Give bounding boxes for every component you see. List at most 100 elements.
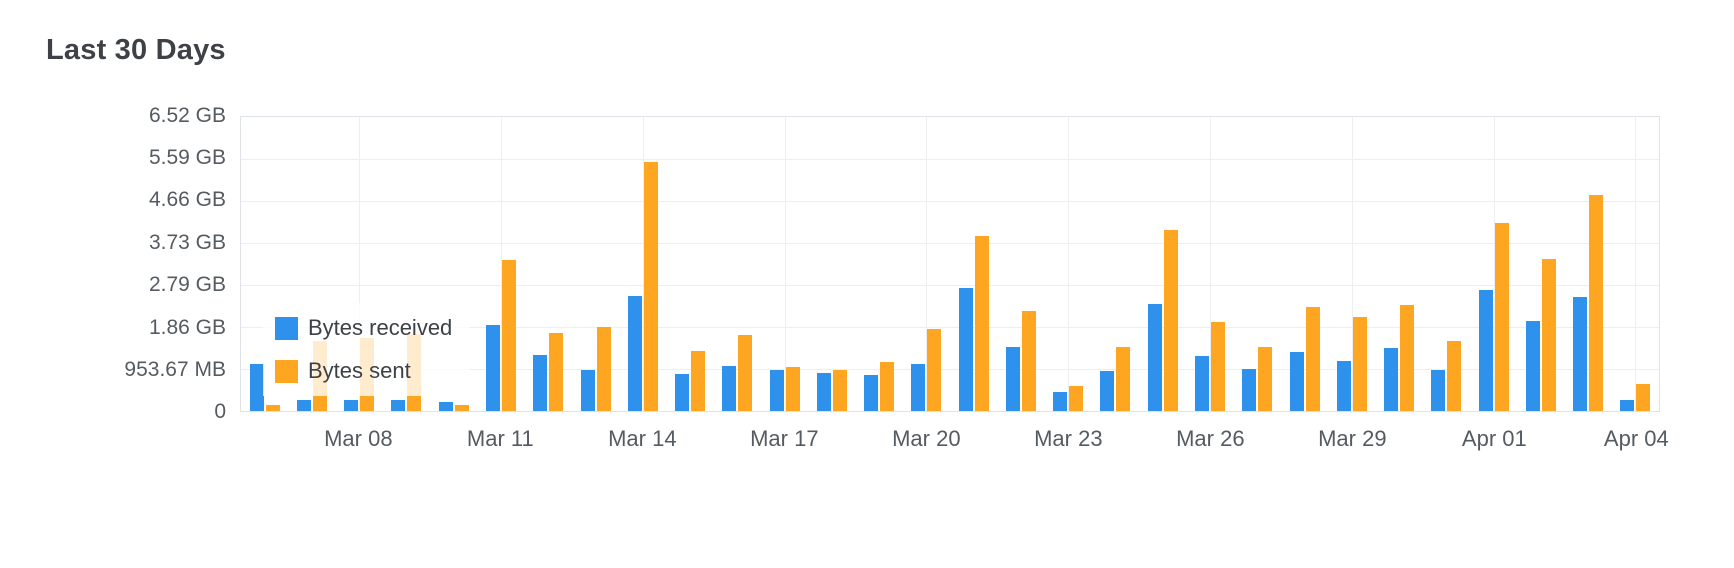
bar-group-mar-29 bbox=[1336, 117, 1367, 411]
bytes-received-swatch-icon bbox=[275, 316, 298, 340]
bar-bytes-sent bbox=[643, 162, 658, 411]
bar-bytes-sent bbox=[501, 259, 516, 411]
legend-label-bytes-sent: Bytes sent bbox=[308, 358, 411, 383]
bar-group-mar-17 bbox=[769, 117, 800, 411]
bar-group-apr-01 bbox=[1478, 117, 1509, 411]
x-axis-tick-label: Apr 04 bbox=[1603, 426, 1669, 451]
bar-bytes-sent bbox=[785, 367, 800, 411]
bar-bytes-sent bbox=[1447, 341, 1462, 411]
x-gridline bbox=[926, 117, 928, 411]
bar-group-mar-11 bbox=[485, 117, 516, 411]
x-axis-tick-label: Mar 26 bbox=[1176, 426, 1245, 451]
bar-bytes-received bbox=[438, 402, 453, 411]
bar-bytes-received bbox=[1100, 371, 1115, 411]
legend-item-bytes-received[interactable]: Bytes received bbox=[275, 315, 452, 341]
bar-group-mar-26 bbox=[1194, 117, 1225, 411]
bar-group-mar-19 bbox=[864, 117, 895, 411]
bar-bytes-sent bbox=[1589, 195, 1604, 411]
bar-bytes-sent bbox=[1636, 383, 1651, 411]
y-axis-tick-label: 6.52 GB bbox=[148, 104, 226, 127]
bar-bytes-sent bbox=[1541, 258, 1556, 411]
bar-bytes-sent bbox=[1400, 305, 1415, 411]
bar-bytes-received bbox=[1289, 352, 1304, 411]
bar-bytes-received bbox=[249, 363, 264, 411]
bar-bytes-received bbox=[675, 373, 690, 411]
bar-bytes-sent bbox=[1021, 310, 1036, 411]
y-axis-tick-label: 5.59 GB bbox=[148, 146, 226, 170]
y-gridline bbox=[241, 327, 1659, 329]
x-axis-tick-label: Mar 17 bbox=[750, 426, 819, 451]
bar-bytes-sent bbox=[265, 405, 280, 411]
y-axis-tick-label: 953.67 MB bbox=[124, 357, 226, 381]
bar-group-mar-12 bbox=[533, 117, 564, 411]
bar-bytes-received bbox=[1242, 369, 1257, 411]
y-gridline bbox=[241, 242, 1659, 244]
bar-group-mar-23 bbox=[1053, 117, 1084, 411]
bar-bytes-sent bbox=[1163, 229, 1178, 411]
bar-bytes-received bbox=[816, 373, 831, 411]
x-axis-tick-label: Mar 08 bbox=[324, 426, 393, 451]
y-axis-tick-label: 4.66 GB bbox=[148, 188, 226, 212]
bar-bytes-sent bbox=[1116, 346, 1131, 411]
bar-bytes-received bbox=[958, 287, 973, 411]
bar-bytes-sent bbox=[1305, 307, 1320, 411]
bar-bytes-sent bbox=[454, 404, 469, 411]
bar-group-apr-03 bbox=[1573, 117, 1604, 411]
chart-title: Last 30 Days bbox=[46, 34, 226, 66]
bar-group-apr-02 bbox=[1525, 117, 1556, 411]
bar-bytes-received bbox=[1431, 369, 1446, 411]
x-axis-tick-label: Mar 14 bbox=[608, 426, 677, 451]
x-axis-tick-label: Mar 20 bbox=[892, 426, 961, 451]
bar-bytes-received bbox=[580, 369, 595, 411]
bar-bytes-received bbox=[1478, 290, 1493, 411]
x-axis: Mar 08 Mar 11 Mar 14 Mar 17 Mar 20 Mar 23 Mar … bbox=[240, 426, 1669, 458]
x-gridline bbox=[1635, 117, 1637, 411]
x-gridline bbox=[642, 117, 644, 411]
bar-bytes-sent bbox=[1210, 322, 1225, 411]
x-axis-tick-label: Mar 23 bbox=[1034, 426, 1103, 451]
bar-bytes-received bbox=[722, 365, 737, 411]
bar-group-mar-10 bbox=[438, 117, 469, 411]
bar-bytes-sent bbox=[927, 328, 942, 411]
x-axis-tick-label: Mar 29 bbox=[1318, 426, 1387, 451]
y-axis-tick-label: 2.79 GB bbox=[148, 273, 226, 297]
bar-bytes-received bbox=[391, 400, 406, 411]
bar-bytes-received bbox=[864, 374, 879, 411]
plot-area: Bytes received Bytes sent bbox=[240, 116, 1660, 412]
bar-group-mar-27 bbox=[1242, 117, 1273, 411]
bar-bytes-sent bbox=[974, 236, 989, 411]
x-gridline bbox=[784, 117, 786, 411]
bar-bytes-received bbox=[485, 325, 500, 411]
bar-bytes-received bbox=[296, 400, 311, 411]
bar-bytes-received bbox=[344, 399, 359, 411]
x-gridline bbox=[359, 117, 361, 411]
bar-group-mar-21 bbox=[958, 117, 989, 411]
x-gridline bbox=[1068, 117, 1070, 411]
bar-bytes-received bbox=[1620, 399, 1635, 411]
x-gridline bbox=[1493, 117, 1495, 411]
x-axis-tick-label: Apr 01 bbox=[1461, 426, 1527, 451]
bar-bytes-sent bbox=[880, 362, 895, 411]
bar-group-mar-13 bbox=[580, 117, 611, 411]
bar-bytes-sent bbox=[738, 335, 753, 411]
bar-bytes-sent bbox=[549, 333, 564, 411]
legend-label-bytes-received: Bytes received bbox=[308, 315, 453, 340]
bar-bytes-received bbox=[1005, 346, 1020, 411]
bar-bytes-sent bbox=[1258, 346, 1273, 411]
x-gridline bbox=[1351, 117, 1353, 411]
bar-bytes-sent bbox=[1069, 386, 1084, 411]
bar-bytes-received bbox=[627, 296, 642, 411]
bar-bytes-received bbox=[911, 363, 926, 411]
y-axis-tick-label: 1.86 GB bbox=[148, 315, 226, 339]
legend-item-bytes-sent[interactable]: Bytes sent bbox=[275, 358, 452, 384]
bar-group-mar-22 bbox=[1005, 117, 1036, 411]
bar-bytes-received bbox=[1053, 392, 1068, 411]
bar-group-apr-04 bbox=[1620, 117, 1651, 411]
y-gridline bbox=[241, 285, 1659, 287]
bar-group-mar-18 bbox=[816, 117, 847, 411]
bar-bytes-received bbox=[1573, 297, 1588, 411]
bar-group-mar-16 bbox=[722, 117, 753, 411]
bar-bytes-received bbox=[533, 354, 548, 411]
bar-bytes-received bbox=[1384, 347, 1399, 411]
y-axis-tick-label: 3.73 GB bbox=[148, 230, 226, 254]
